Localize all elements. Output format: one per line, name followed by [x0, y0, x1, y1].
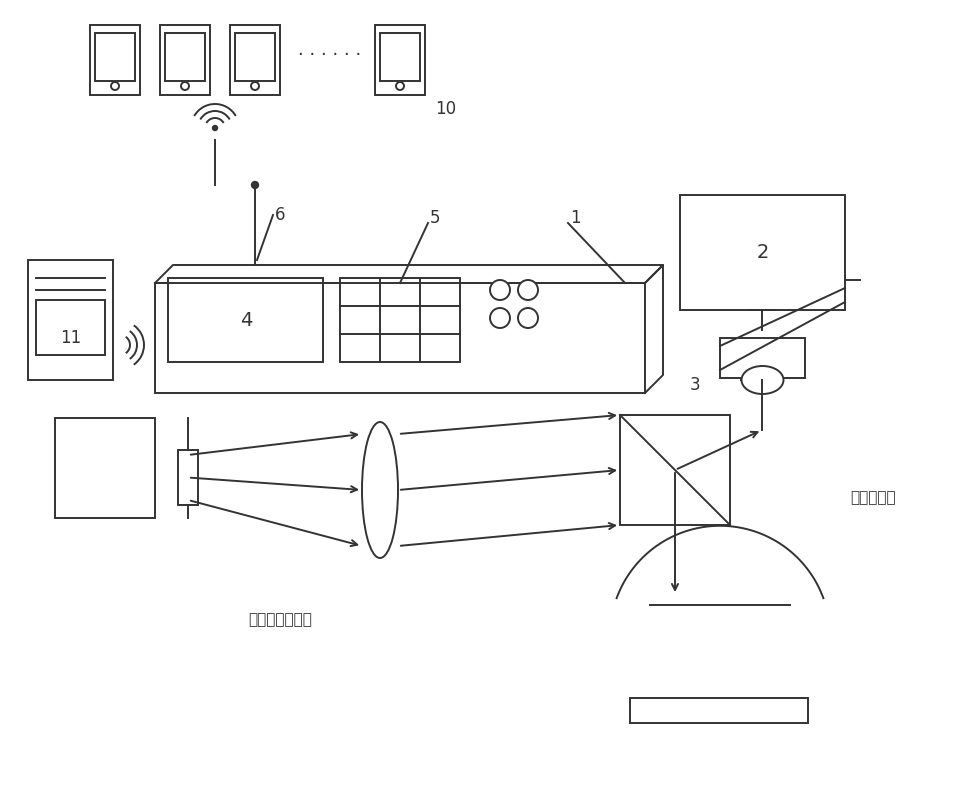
Text: 2: 2: [757, 243, 768, 262]
Bar: [155, 283, 645, 393]
Circle shape: [490, 280, 510, 300]
Circle shape: [518, 308, 538, 328]
Bar: [28, 260, 113, 380]
Bar: [55, 418, 155, 518]
Text: 3: 3: [690, 376, 701, 394]
Bar: [168, 278, 323, 362]
Circle shape: [252, 181, 259, 189]
Circle shape: [251, 82, 259, 90]
Bar: [630, 698, 808, 723]
Ellipse shape: [362, 422, 398, 558]
Bar: [720, 338, 805, 378]
Text: 4: 4: [239, 311, 252, 330]
Text: 1: 1: [570, 209, 580, 227]
Bar: [165, 33, 205, 81]
Bar: [160, 25, 210, 95]
Bar: [340, 278, 460, 362]
Text: 6: 6: [275, 206, 286, 224]
Circle shape: [181, 82, 189, 90]
Circle shape: [490, 308, 510, 328]
Bar: [95, 33, 135, 81]
Bar: [680, 195, 845, 310]
Text: 牛顿环实验装置: 牛顿环实验装置: [248, 612, 312, 627]
Bar: [620, 415, 730, 525]
Text: 5: 5: [430, 209, 441, 227]
Ellipse shape: [741, 366, 784, 394]
Circle shape: [518, 280, 538, 300]
Text: · · · · · ·: · · · · · ·: [298, 46, 361, 64]
Circle shape: [212, 125, 217, 130]
Bar: [380, 33, 420, 81]
Bar: [36, 300, 105, 355]
Bar: [230, 25, 280, 95]
Circle shape: [111, 82, 119, 90]
Circle shape: [396, 82, 404, 90]
Bar: [375, 25, 425, 95]
Text: 半反半透镜: 半反半透镜: [850, 491, 895, 506]
Text: 11: 11: [60, 329, 81, 347]
Bar: [235, 33, 275, 81]
Bar: [178, 450, 198, 505]
Text: 10: 10: [435, 100, 456, 118]
Bar: [90, 25, 140, 95]
